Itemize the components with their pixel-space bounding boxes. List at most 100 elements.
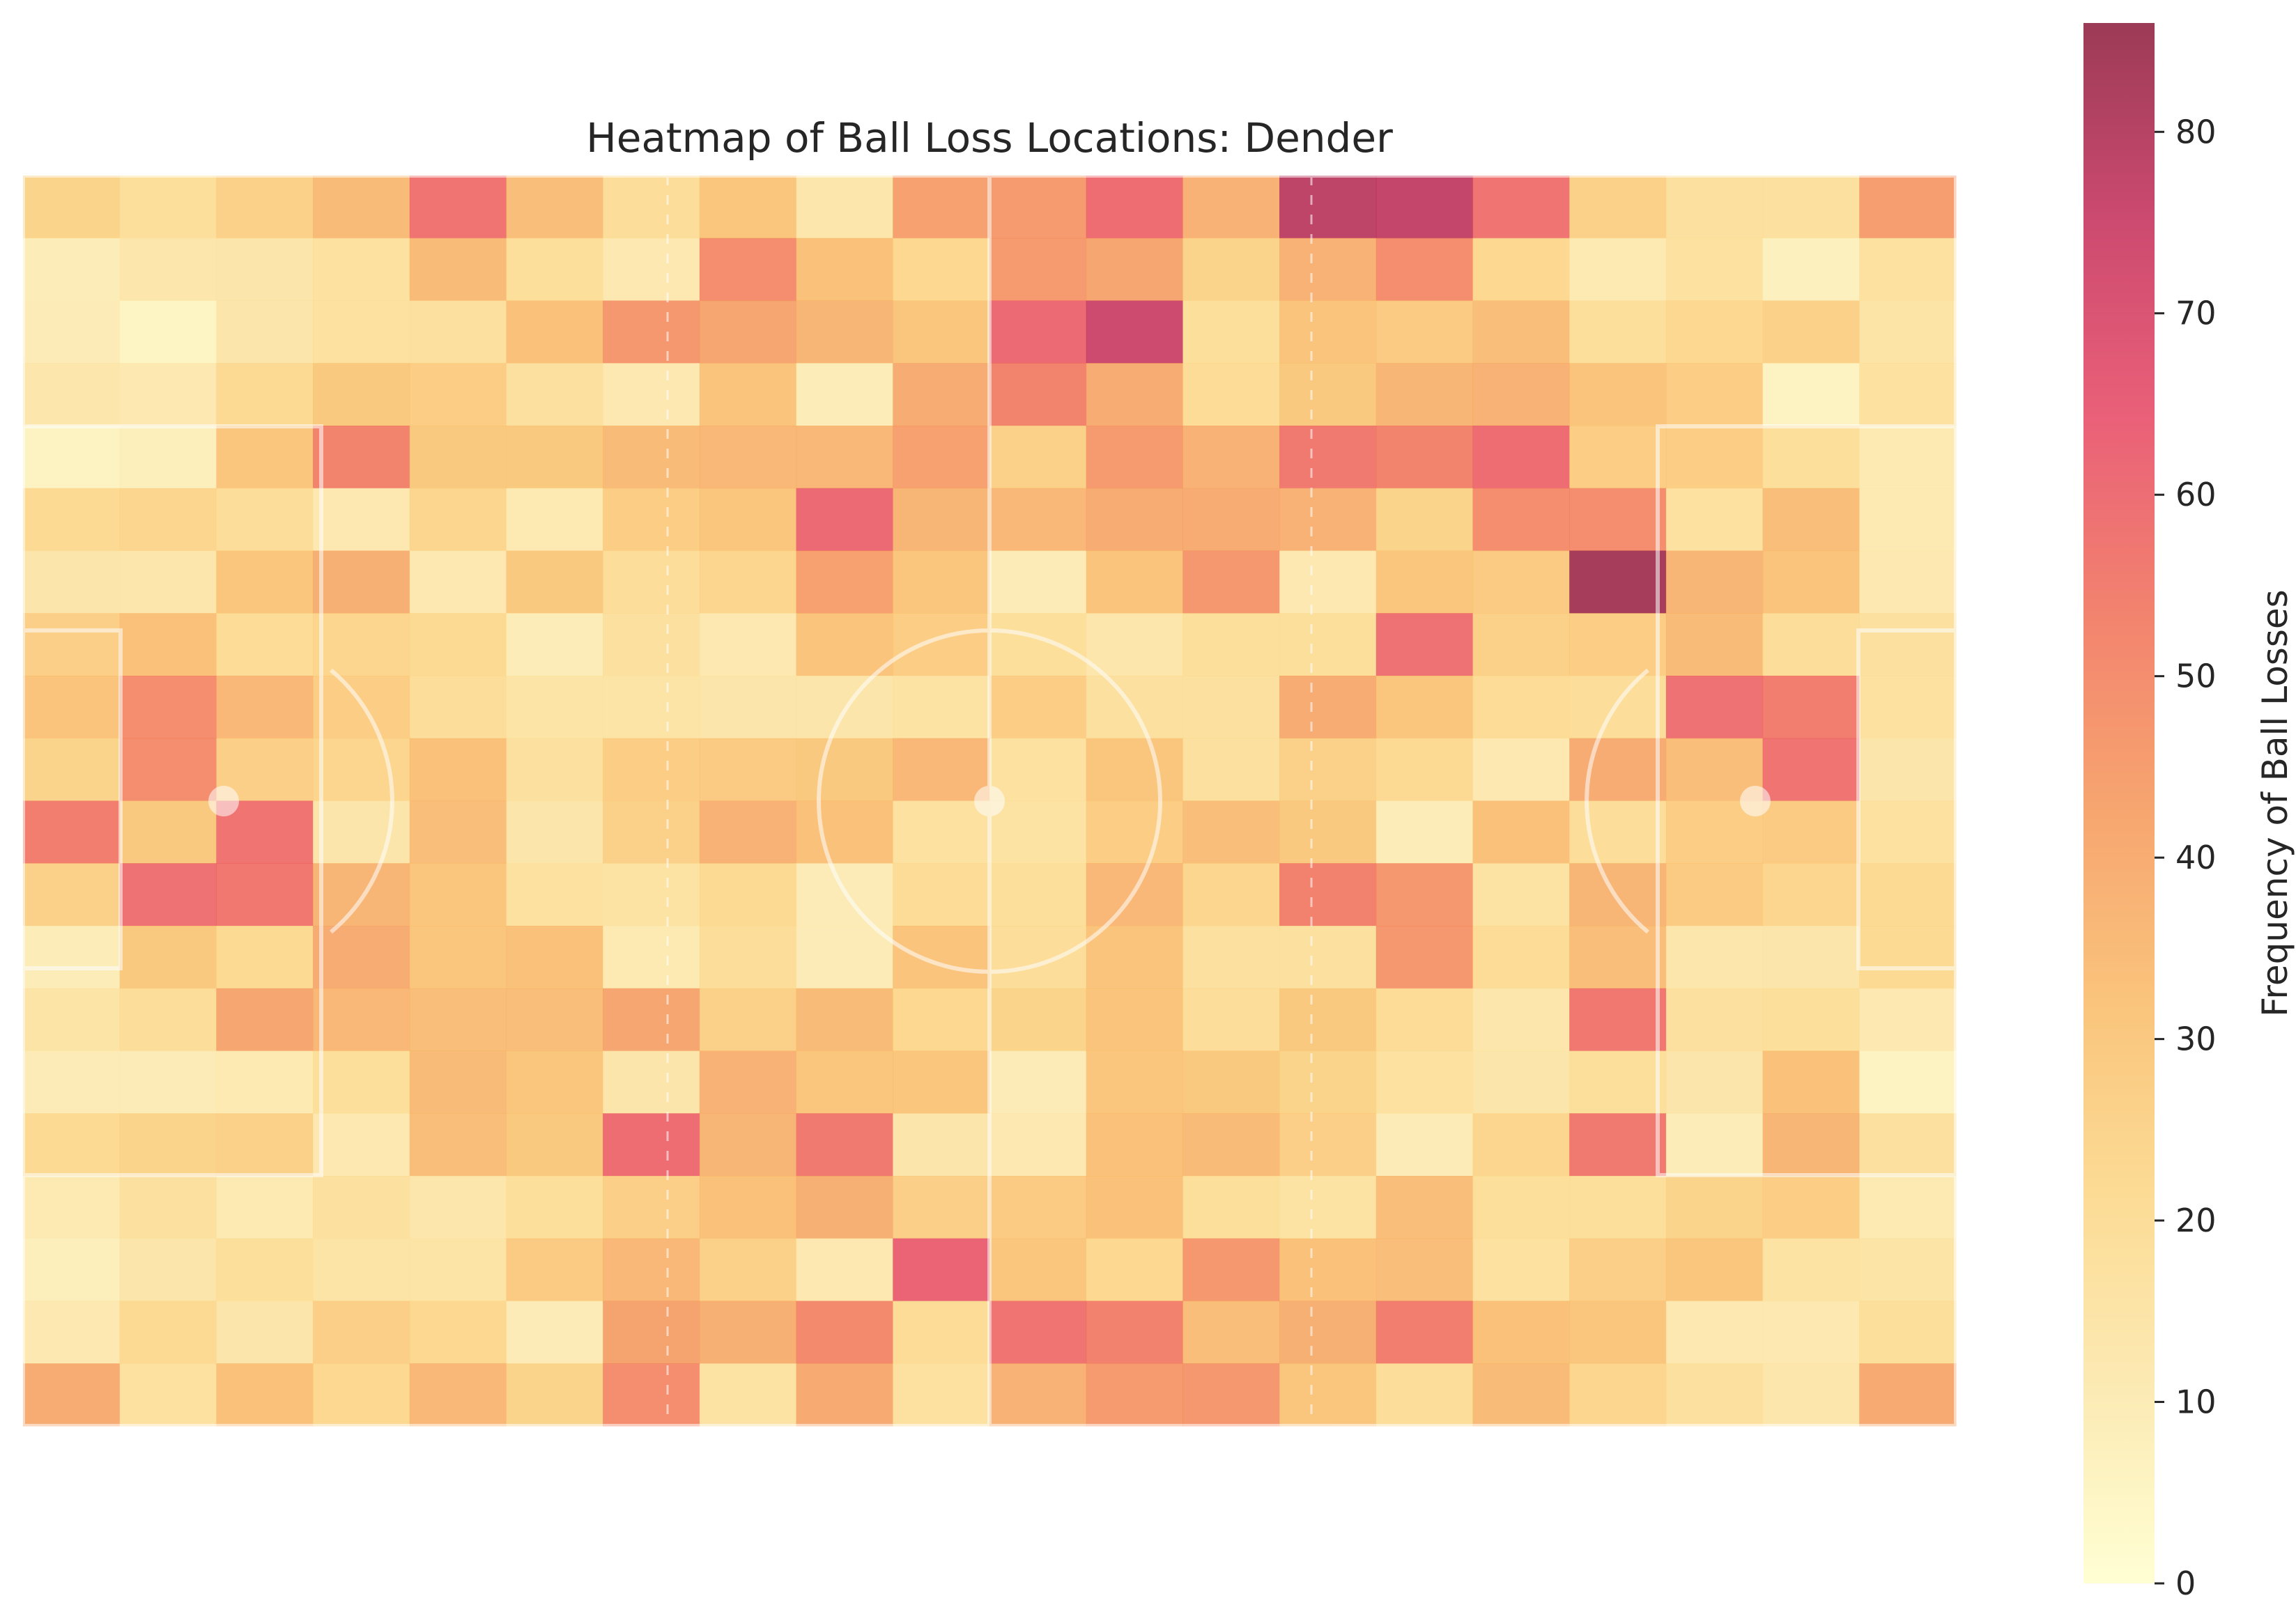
heatmap-cell-r10-c19: [1859, 800, 1957, 864]
heatmap-cell-r7-c0: [23, 613, 121, 676]
heatmap-cell-r15-c9: [893, 1113, 990, 1177]
heatmap-cell-r1-c8: [796, 238, 893, 302]
heatmap-cell-r10-c12: [1182, 800, 1280, 864]
heatmap-cell-r7-c4: [409, 613, 507, 676]
colorbar-tick-label-40: 40: [2175, 839, 2217, 876]
heatmap-cell-r4-c10: [989, 426, 1087, 489]
heatmap-cell-r15-c16: [1569, 1113, 1667, 1177]
heatmap-cell-r9-c1: [119, 738, 217, 802]
heatmap-cell-r16-c4: [409, 1176, 507, 1239]
heatmap-cell-r5-c11: [1086, 488, 1183, 552]
heatmap-cell-r18-c12: [1182, 1301, 1280, 1364]
heatmap-cell-r15-c10: [989, 1113, 1087, 1177]
heatmap-cell-r7-c2: [216, 613, 314, 676]
heatmap-cell-r5-c7: [699, 488, 797, 552]
heatmap-cell-r18-c7: [699, 1301, 797, 1364]
heatmap-cell-r4-c17: [1665, 426, 1764, 489]
heatmap-cell-r2-c14: [1376, 300, 1474, 364]
heatmap-cell-r9-c4: [409, 738, 507, 802]
heatmap-cell-r2-c10: [989, 300, 1087, 364]
heatmap-cell-r19-c6: [603, 1363, 700, 1427]
heatmap-cell-r8-c9: [893, 676, 990, 739]
heatmap-cell-r18-c1: [119, 1301, 217, 1364]
heatmap-cell-r5-c8: [796, 488, 893, 552]
heatmap-cell-r8-c0: [23, 676, 121, 739]
heatmap-cell-r6-c19: [1859, 550, 1957, 614]
heatmap-cell-r4-c13: [1279, 426, 1377, 489]
heatmap-cell-r14-c14: [1376, 1050, 1474, 1114]
heatmap-cell-r0-c1: [119, 176, 217, 239]
heatmap-cell-r17-c18: [1762, 1238, 1860, 1302]
heatmap-cell-r2-c0: [23, 300, 121, 364]
heatmap-cell-r1-c5: [506, 238, 603, 302]
heatmap-cell-r15-c6: [603, 1113, 700, 1177]
heatmap-cell-r15-c8: [796, 1113, 893, 1177]
heatmap-cell-r4-c19: [1859, 426, 1957, 489]
heatmap-cell-r1-c0: [23, 238, 121, 302]
heatmap-cell-r12-c5: [506, 926, 603, 989]
heatmap-cell-r19-c0: [23, 1363, 121, 1427]
heatmap-cell-r4-c5: [506, 426, 603, 489]
heatmap-cell-r17-c2: [216, 1238, 314, 1302]
heatmap-cell-r19-c19: [1859, 1363, 1957, 1427]
heatmap-cell-r0-c10: [989, 176, 1087, 239]
heatmap-cell-r10-c7: [699, 800, 797, 864]
heatmap-cell-r5-c4: [409, 488, 507, 552]
heatmap-cell-r7-c13: [1279, 613, 1377, 676]
heatmap-cell-r8-c6: [603, 676, 700, 739]
heatmap-cell-r8-c5: [506, 676, 603, 739]
heatmap-cell-r10-c18: [1762, 800, 1860, 864]
heatmap-cell-r18-c13: [1279, 1301, 1377, 1364]
heatmap-cell-r16-c7: [699, 1176, 797, 1239]
heatmap-cell-r11-c0: [23, 863, 121, 926]
heatmap-cell-r8-c7: [699, 676, 797, 739]
heatmap-cell-r4-c8: [796, 426, 893, 489]
heatmap-cell-r5-c6: [603, 488, 700, 552]
heatmap-cell-r4-c1: [119, 426, 217, 489]
heatmap-cell-r2-c15: [1472, 300, 1570, 364]
heatmap-cell-r5-c17: [1665, 488, 1764, 552]
heatmap-cell-r14-c9: [893, 1050, 990, 1114]
heatmap-cell-r6-c17: [1665, 550, 1764, 614]
heatmap-cell-r16-c12: [1182, 1176, 1280, 1239]
heatmap-cell-r11-c19: [1859, 863, 1957, 926]
heatmap-cell-r0-c13: [1279, 176, 1377, 239]
heatmap-cell-r1-c10: [989, 238, 1087, 302]
heatmap-cell-r7-c19: [1859, 613, 1957, 676]
right-penalty-arc: [1585, 668, 1649, 934]
heatmap-cell-r12-c13: [1279, 926, 1377, 989]
heatmap-cell-r16-c16: [1569, 1176, 1667, 1239]
heatmap-cell-r18-c15: [1472, 1301, 1570, 1364]
heatmap-cell-r8-c1: [119, 676, 217, 739]
heatmap-cell-r14-c4: [409, 1050, 507, 1114]
heatmap-cell-r0-c8: [796, 176, 893, 239]
left-penalty-arc: [330, 668, 394, 934]
heatmap-cell-r4-c6: [603, 426, 700, 489]
heatmap-cell-r18-c18: [1762, 1301, 1860, 1364]
heatmap-cell-r12-c10: [989, 926, 1087, 989]
heatmap-cell-r15-c18: [1762, 1113, 1860, 1177]
heatmap-cell-r19-c14: [1376, 1363, 1474, 1427]
heatmap-cell-r15-c19: [1859, 1113, 1957, 1177]
heatmap-cell-r12-c12: [1182, 926, 1280, 989]
heatmap-cell-r13-c12: [1182, 988, 1280, 1052]
heatmap-cell-r13-c1: [119, 988, 217, 1052]
heatmap-cell-r3-c12: [1182, 363, 1280, 426]
heatmap-cell-r11-c9: [893, 863, 990, 926]
heatmap-cell-r11-c12: [1182, 863, 1280, 926]
colorbar-tick-label-30: 30: [2175, 1021, 2217, 1058]
heatmap-cell-r6-c15: [1472, 550, 1570, 614]
heatmap-cell-r19-c5: [506, 1363, 603, 1427]
heatmap-cell-r13-c3: [313, 988, 410, 1052]
heatmap-cell-r3-c19: [1859, 363, 1957, 426]
heatmap-cell-r9-c3: [313, 738, 410, 802]
colorbar-tick-label-50: 50: [2175, 658, 2217, 695]
heatmap-cell-r7-c15: [1472, 613, 1570, 676]
heatmap-cell-r16-c1: [119, 1176, 217, 1239]
heatmap-cell-r16-c5: [506, 1176, 603, 1239]
heatmap-cell-r13-c17: [1665, 988, 1764, 1052]
heatmap-cell-r0-c15: [1472, 176, 1570, 239]
pitch-lines: [21, 173, 1958, 1428]
heatmap-cell-r17-c7: [699, 1238, 797, 1302]
heatmap-cell-r6-c13: [1279, 550, 1377, 614]
